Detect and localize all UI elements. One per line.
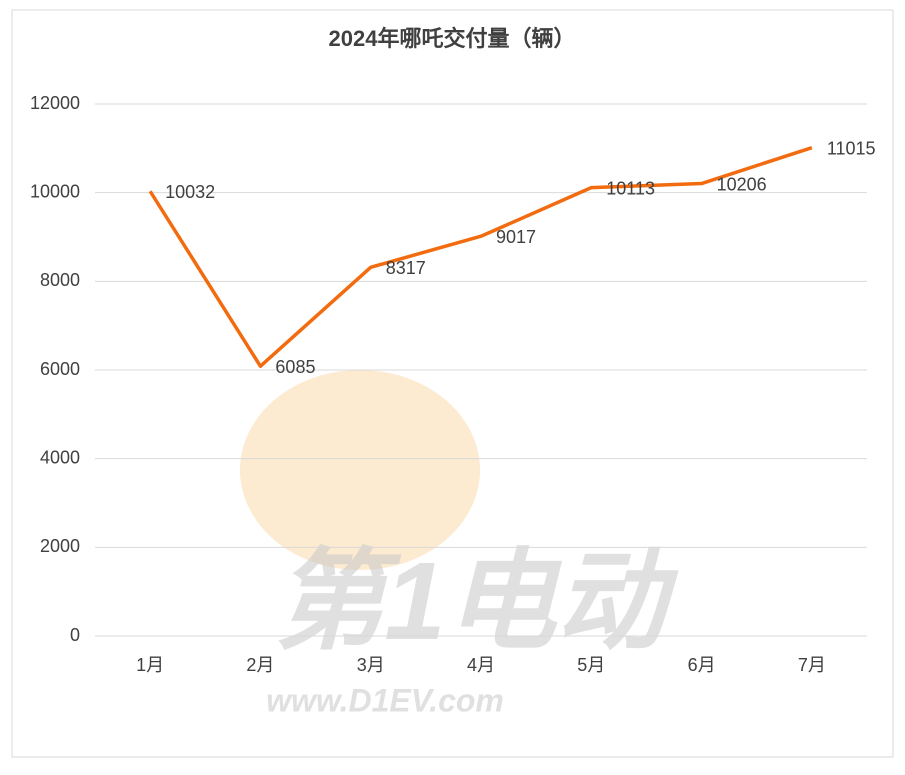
y-tick-label: 2000	[40, 536, 80, 556]
data-label: 8317	[386, 258, 426, 278]
chart-title: 2024年哪吒交付量（辆）	[329, 26, 576, 51]
x-tick-label: 1月	[136, 655, 164, 675]
x-tick-label: 7月	[798, 655, 826, 675]
data-label: 9017	[496, 227, 536, 247]
y-tick-label: 8000	[40, 270, 80, 290]
y-tick-label: 12000	[30, 93, 80, 113]
data-label: 6085	[275, 357, 315, 377]
y-tick-label: 6000	[40, 359, 80, 379]
watermark-url: www.D1EV.com	[266, 682, 504, 718]
x-tick-label: 6月	[688, 655, 716, 675]
line	[148, 146, 813, 368]
x-tick-label: 4月	[467, 655, 495, 675]
chart-frame	[11, 9, 894, 758]
data-label: 10113	[606, 178, 655, 198]
watermark-logo: 第1电动	[274, 540, 678, 663]
mascot	[240, 370, 480, 570]
y-tick-label: 10000	[30, 181, 80, 201]
data-label: 10206	[717, 174, 767, 194]
x-tick-label: 5月	[577, 655, 605, 675]
y-tick-label: 4000	[40, 447, 80, 467]
x-tick-label: 3月	[357, 655, 385, 675]
y-tick-label: 0	[70, 625, 80, 645]
data-label: 10032	[165, 182, 215, 202]
x-tick-label: 2月	[246, 655, 274, 675]
watermark: 第1电动 www.D1EV.com	[240, 370, 679, 718]
data-label: 11015	[827, 138, 876, 158]
